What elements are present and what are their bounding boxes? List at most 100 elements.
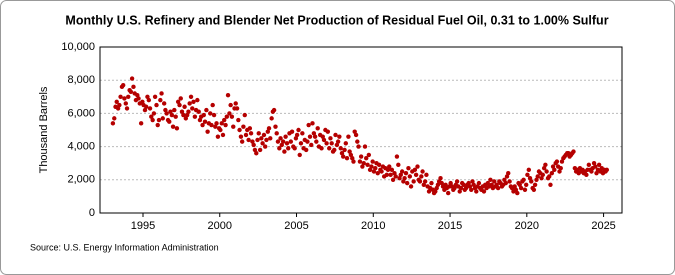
- data-point: [131, 84, 136, 90]
- data-point: [122, 96, 127, 101]
- data-point: [192, 114, 198, 119]
- data-point: [252, 147, 258, 153]
- data-point: [158, 97, 163, 103]
- data-point: [114, 99, 119, 104]
- data-point: [271, 107, 277, 113]
- data-point: [319, 146, 324, 151]
- data-point: [344, 156, 350, 161]
- data-point: [115, 106, 121, 111]
- data-point: [175, 99, 181, 104]
- data-point: [329, 141, 334, 146]
- data-point: [507, 179, 512, 184]
- data-point: [399, 169, 405, 174]
- data-point: [353, 132, 359, 138]
- data-point: [168, 109, 173, 114]
- data-point: [521, 177, 526, 182]
- data-point: [187, 101, 192, 106]
- data-point: [278, 136, 283, 141]
- data-point: [394, 154, 400, 159]
- data-point: [333, 132, 338, 138]
- data-point: [205, 129, 210, 134]
- data-point: [439, 180, 444, 186]
- data-point: [222, 117, 227, 123]
- data-point: [364, 156, 369, 161]
- data-point: [328, 136, 333, 141]
- y-axis-label: Thousand Barrels: [38, 86, 50, 173]
- y-tick-label: 4,000: [67, 141, 95, 153]
- x-tick-label: 2000: [208, 220, 232, 232]
- data-point: [251, 142, 256, 148]
- x-tick-label: 2010: [361, 220, 385, 232]
- data-point: [234, 106, 240, 111]
- data-point: [506, 170, 511, 176]
- data-point: [260, 141, 265, 146]
- data-point: [296, 127, 301, 133]
- data-point: [182, 104, 187, 109]
- data-point: [312, 134, 318, 139]
- data-point: [315, 126, 320, 131]
- data-point: [534, 177, 539, 182]
- data-point: [310, 121, 315, 126]
- data-point: [282, 149, 287, 154]
- data-point: [548, 182, 553, 187]
- data-point: [343, 141, 349, 146]
- data-point: [159, 91, 164, 96]
- data-point: [443, 182, 448, 187]
- data-point: [140, 99, 145, 104]
- data-point: [338, 146, 343, 151]
- data-point: [525, 172, 530, 178]
- chart-title: Monthly U.S. Refinery and Blender Net Pr…: [65, 13, 608, 27]
- data-point: [288, 139, 294, 144]
- data-point: [485, 180, 491, 186]
- data-point: [179, 109, 185, 114]
- data-point: [586, 162, 592, 168]
- data-point: [289, 129, 295, 134]
- data-point: [241, 124, 246, 129]
- data-point: [257, 147, 263, 153]
- data-point: [420, 169, 425, 174]
- data-point: [214, 121, 219, 126]
- data-point: [135, 92, 140, 98]
- data-point: [142, 107, 148, 113]
- source-note: Source: U.S. Energy Information Administ…: [30, 242, 219, 252]
- data-point: [559, 159, 565, 164]
- data-point: [350, 156, 355, 161]
- data-point: [228, 102, 233, 108]
- data-point: [256, 131, 261, 136]
- data-point: [209, 122, 214, 128]
- data-point: [284, 141, 290, 146]
- data-point: [389, 167, 395, 173]
- data-point: [402, 175, 407, 181]
- data-point: [388, 172, 393, 178]
- data-point: [339, 151, 345, 156]
- data-point: [247, 126, 253, 131]
- data-point: [200, 122, 205, 128]
- data-point: [238, 134, 244, 139]
- data-point: [188, 94, 194, 100]
- data-point: [123, 101, 128, 106]
- data-point: [335, 139, 341, 144]
- data-point: [361, 161, 366, 166]
- data-point: [558, 165, 563, 171]
- data-point: [300, 131, 305, 136]
- data-point: [218, 127, 223, 133]
- data-point: [512, 184, 517, 189]
- data-point: [196, 109, 201, 114]
- data-point: [250, 139, 255, 144]
- data-point: [150, 117, 155, 123]
- data-point: [370, 159, 375, 164]
- data-point: [163, 107, 168, 113]
- data-point: [467, 184, 473, 189]
- data-point: [265, 129, 271, 134]
- data-point: [385, 167, 391, 173]
- data-point: [384, 172, 389, 178]
- data-point: [204, 107, 209, 113]
- data-point: [208, 111, 213, 116]
- data-point: [147, 106, 153, 111]
- data-point: [303, 147, 309, 153]
- data-point: [197, 117, 203, 123]
- data-point: [274, 131, 279, 136]
- y-tick-label: 8,000: [67, 74, 95, 86]
- data-point: [237, 127, 242, 133]
- data-point: [387, 164, 392, 169]
